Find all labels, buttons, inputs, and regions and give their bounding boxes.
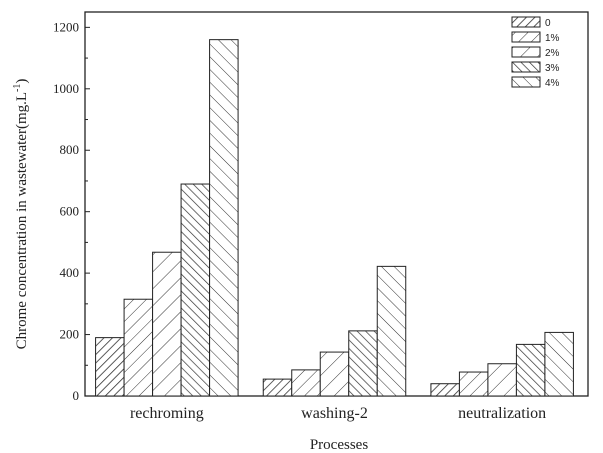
bar-neutralization-4% <box>544 331 574 397</box>
bar-neutralization-2% <box>487 363 517 397</box>
x-tick-label: washing-2 <box>301 405 368 422</box>
legend-label: 0 <box>545 18 551 29</box>
x-axis: rechroming washing-2 neutralization <box>130 391 546 422</box>
bars <box>95 39 574 397</box>
bar-washing-2-3% <box>348 330 378 397</box>
legend-swatch <box>511 61 541 73</box>
y-tick-label: 600 <box>60 204 80 219</box>
legend-label: 4% <box>545 78 560 89</box>
bar-neutralization-0 <box>430 383 460 397</box>
legend-swatch <box>511 46 541 58</box>
y-tick-label: 200 <box>60 327 80 342</box>
legend-swatch <box>511 76 541 88</box>
legend-label: 3% <box>545 63 560 74</box>
x-tick-label: rechroming <box>130 405 204 422</box>
y-tick-label: 0 <box>73 388 80 403</box>
bar-washing-2-4% <box>376 265 407 397</box>
bar-rechroming-4% <box>209 39 239 397</box>
y-tick-label: 800 <box>60 142 80 157</box>
y-tick-label: 1200 <box>53 19 79 34</box>
bar-rechroming-3% <box>180 183 211 397</box>
bar-neutralization-1% <box>458 371 489 397</box>
bar-washing-2-1% <box>291 369 321 397</box>
bar-rechroming-2% <box>152 251 182 397</box>
y-axis: 0 200 400 600 800 1000 1200 <box>53 19 90 403</box>
bar-neutralization-3% <box>515 343 546 397</box>
y-tick-label: 1000 <box>53 81 79 96</box>
legend-label: 1% <box>545 33 560 44</box>
y-axis-title-main: Chrome concentration in wastewater(mg.L <box>14 92 30 349</box>
x-tick-label: neutralization <box>458 405 546 422</box>
bar-rechroming-0 <box>95 337 125 397</box>
bar-rechroming-1% <box>123 298 154 397</box>
x-axis-title: Processes <box>310 437 368 453</box>
y-axis-title-close: ) <box>14 79 30 84</box>
legend: 0 1% 2% 3% 4% <box>511 16 560 89</box>
legend-label: 2% <box>545 48 560 59</box>
y-axis-title-sup: -1 <box>12 84 23 92</box>
bar-washing-2-2% <box>319 351 350 397</box>
bar-washing-2-0 <box>262 378 293 397</box>
legend-swatch <box>511 16 541 28</box>
legend-swatch <box>511 31 541 43</box>
y-tick-label: 400 <box>60 265 80 280</box>
y-axis-title: Chrome concentration in wastewater(mg.L-… <box>12 79 30 350</box>
